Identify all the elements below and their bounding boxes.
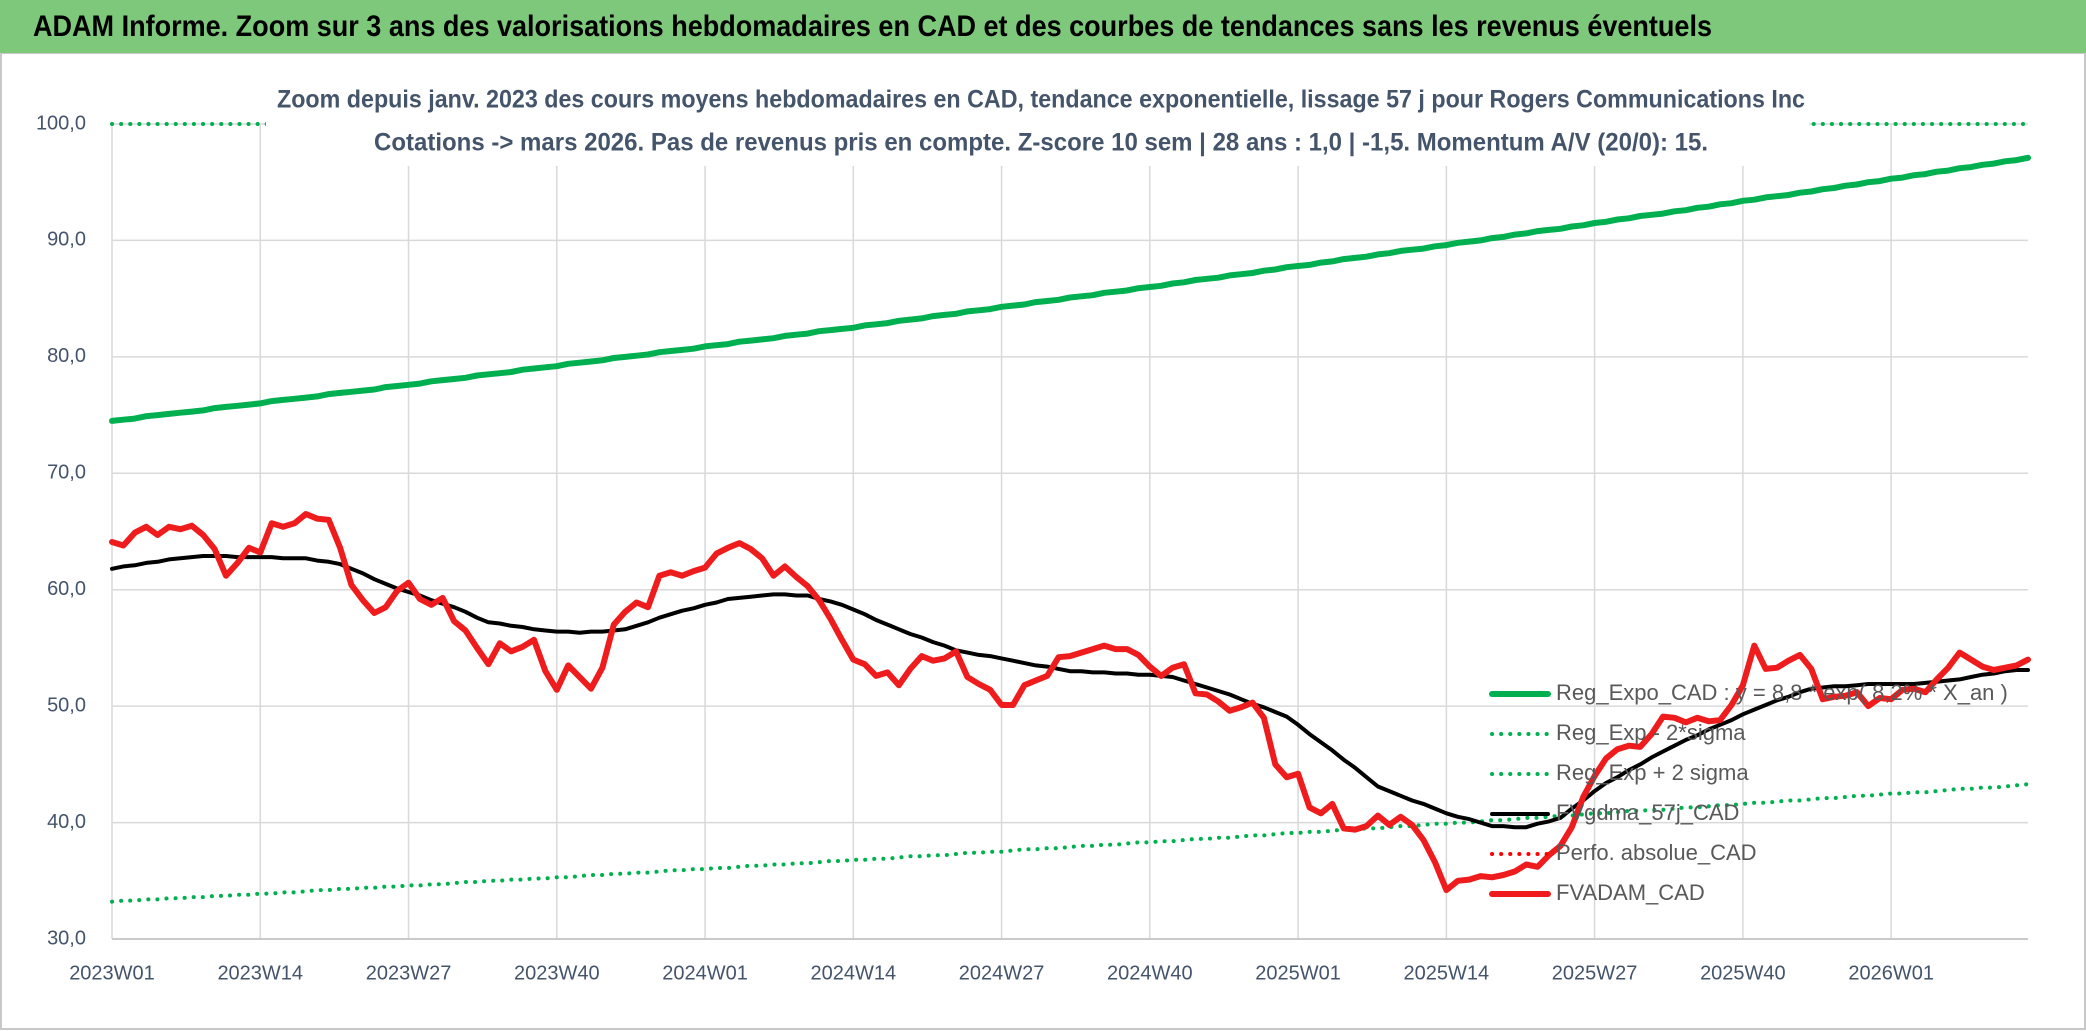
legend-label: FVgdma_57j_CAD xyxy=(1556,800,1739,825)
header-bar xyxy=(0,0,2086,53)
y-tick-label: 70,0 xyxy=(47,462,86,484)
chart-frame xyxy=(0,52,2086,1030)
x-tick-label: 2024W14 xyxy=(810,962,896,984)
y-tick-label: 90,0 xyxy=(47,229,86,251)
series-line xyxy=(110,554,2030,830)
y-tick-label: 50,0 xyxy=(47,694,86,716)
series-line xyxy=(109,154,2031,424)
chart-title: Zoom depuis janv. 2023 des cours moyens … xyxy=(277,86,1805,114)
series-line xyxy=(110,782,2030,904)
y-tick-label: 30,0 xyxy=(47,927,86,949)
chart-subtitle: Cotations -> mars 2026. Pas de revenus p… xyxy=(374,129,1708,157)
x-tick-label: 2023W40 xyxy=(514,962,600,984)
x-tick-label: 2023W14 xyxy=(217,962,303,984)
legend-label: Reg_Exp - 2*sigma xyxy=(1556,720,1746,745)
x-tick-label: 2023W27 xyxy=(366,962,452,984)
x-tick-label: 2024W27 xyxy=(959,962,1045,984)
x-tick-label: 2024W01 xyxy=(662,962,748,984)
x-tick-label: 2024W40 xyxy=(1107,962,1193,984)
y-tick-label: 80,0 xyxy=(47,345,86,367)
legend: Reg_Expo_CAD : y = 8,8 * exp( 8,2% * X_a… xyxy=(1489,680,2008,905)
x-tick-label: 2023W01 xyxy=(69,962,155,984)
x-tick-label: 2025W27 xyxy=(1552,962,1638,984)
x-tick-label: 2025W01 xyxy=(1255,962,1341,984)
header-title: ADAM Informe. Zoom sur 3 ans des valoris… xyxy=(33,10,1712,43)
axes: 30,0 40,0 50,0 60,0 70,0 80,0 90,0 100,0 2023W01… xyxy=(36,112,1934,984)
legend-label: Reg_Expo_CAD : y = 8,8 * exp( 8,2% * X_a… xyxy=(1556,680,2008,705)
y-tick-label: 40,0 xyxy=(47,811,86,833)
legend-label: Perfo. absolue_CAD xyxy=(1556,840,1757,865)
x-tick-label: 2026W01 xyxy=(1848,962,1934,984)
y-tick-label: 60,0 xyxy=(47,578,86,600)
legend-label: FVADAM_CAD xyxy=(1556,880,1705,905)
legend-label: Reg_Exp + 2 sigma xyxy=(1556,760,1749,785)
y-tick-label: 100,0 xyxy=(36,112,86,134)
title-box xyxy=(266,80,1809,166)
x-tick-label: 2025W40 xyxy=(1700,962,1786,984)
x-tick-label: 2025W14 xyxy=(1404,962,1490,984)
series-line xyxy=(109,511,2031,894)
plot-area xyxy=(109,122,2031,904)
